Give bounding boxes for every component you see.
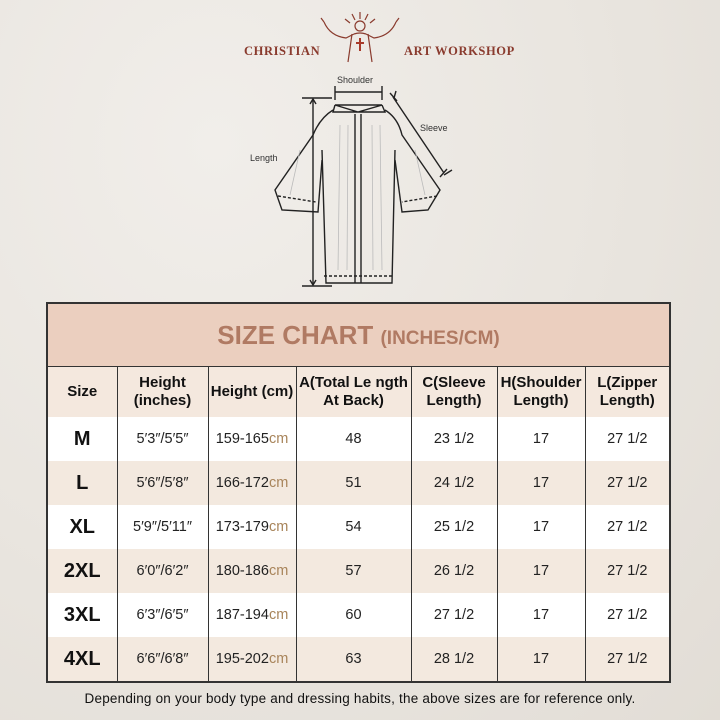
- height-cm-value: 195-202: [215, 651, 269, 667]
- height-inches-cell: 5′9″/5′11″: [116, 505, 208, 549]
- height-inches-cell: 6′0″/6′2″: [116, 549, 208, 593]
- height-cm-cell: 159-165cm: [207, 417, 296, 461]
- header-cell: Height (cm): [207, 366, 296, 417]
- height-cm-cell: 180-186cm: [207, 549, 296, 593]
- zipper-length-cell: 27 1/2: [584, 637, 671, 682]
- units-text: (INCHES/CM): [380, 327, 500, 349]
- reference-note: Depending on your body type and dressing…: [84, 691, 636, 706]
- height-cm-value: 173-179: [215, 519, 269, 535]
- length-label: Length: [250, 153, 278, 163]
- total-length-cell: 63: [295, 637, 411, 682]
- zipper-length-cell: 27 1/2: [584, 417, 671, 461]
- total-length-cell: 57: [295, 549, 411, 593]
- height-cm-value: 159-165: [215, 431, 269, 447]
- cm-unit: cm: [268, 431, 289, 447]
- table-row: 2XL 6′0″/6′2″ 180-186cm 57 26 1/2 17 27 …: [46, 549, 671, 593]
- height-cm-cell: 166-172cm: [207, 461, 296, 505]
- height-cm-value: 180-186: [215, 563, 269, 579]
- shoulder-length-cell: 17: [496, 549, 585, 593]
- size-cell: 4XL: [46, 637, 117, 682]
- table-row: 4XL 6′6″/6′8″ 195-202cm 63 28 1/2 17 27 …: [46, 637, 671, 682]
- cm-unit: cm: [268, 651, 289, 667]
- size-cell: XL: [46, 505, 117, 549]
- size-cell: 3XL: [46, 593, 117, 637]
- zipper-length-cell: 27 1/2: [584, 461, 671, 505]
- size-cell: M: [46, 417, 117, 461]
- shoulder-length-cell: 17: [496, 461, 585, 505]
- header-cell: Size: [46, 366, 117, 417]
- shoulder-length-cell: 17: [496, 417, 585, 461]
- size-chart-title: SIZE CHART (INCHES/CM): [46, 303, 671, 367]
- height-inches-cell: 6′3″/6′5″: [116, 593, 208, 637]
- total-length-cell: 51: [295, 461, 411, 505]
- cm-unit: cm: [268, 563, 289, 579]
- robe-diagram: [274, 86, 453, 287]
- header-cell: L(Zipper Length): [584, 366, 671, 417]
- shoulder-length-cell: 17: [496, 637, 585, 682]
- cm-unit: cm: [268, 607, 289, 623]
- total-length-cell: 54: [295, 505, 411, 549]
- shoulder-length-cell: 17: [496, 505, 585, 549]
- sleeve-length-cell: 26 1/2: [410, 549, 497, 593]
- sleeve-length-cell: 23 1/2: [410, 417, 497, 461]
- brand-name-left: CHRISTIAN: [244, 44, 321, 58]
- zipper-length-cell: 27 1/2: [584, 549, 671, 593]
- jesus-logo-icon: [320, 12, 400, 63]
- size-cell: 2XL: [46, 549, 117, 593]
- title-text: SIZE CHART: [217, 319, 374, 350]
- sleeve-length-cell: 24 1/2: [410, 461, 497, 505]
- sleeve-length-cell: 25 1/2: [410, 505, 497, 549]
- header-cell: A(Total Le ngth At Back): [295, 366, 411, 417]
- brand-name-right: ART WORKSHOP: [404, 44, 515, 58]
- size-chart-table: SIZE CHART (INCHES/CM) Size Height (inch…: [46, 302, 672, 683]
- sleeve-label: Sleeve: [420, 123, 448, 133]
- cm-unit: cm: [268, 519, 289, 535]
- sleeve-length-cell: 28 1/2: [410, 637, 497, 682]
- total-length-cell: 48: [295, 417, 411, 461]
- table-row: L 5′6″/5′8″ 166-172cm 51 24 1/2 17 27 1/…: [46, 461, 671, 505]
- header-row: Size Height (inches) Height (cm) A(Total…: [46, 366, 671, 417]
- header-cell: H(Shoulder Length): [496, 366, 585, 417]
- table-row: XL 5′9″/5′11″ 173-179cm 54 25 1/2 17 27 …: [46, 505, 671, 549]
- total-length-cell: 60: [295, 593, 411, 637]
- height-cm-cell: 195-202cm: [207, 637, 296, 682]
- zipper-length-cell: 27 1/2: [584, 505, 671, 549]
- height-inches-cell: 6′6″/6′8″: [116, 637, 208, 682]
- shoulder-label: Shoulder: [337, 75, 374, 85]
- table-row: M 5′3″/5′5″ 159-165cm 48 23 1/2 17 27 1/…: [46, 417, 671, 461]
- shoulder-length-cell: 17: [496, 593, 585, 637]
- height-cm-value: 166-172: [215, 475, 269, 491]
- height-inches-cell: 5′6″/5′8″: [116, 461, 208, 505]
- header-cell: C(Sleeve Length): [410, 366, 497, 417]
- height-cm-cell: 173-179cm: [207, 505, 296, 549]
- table-row: 3XL 6′3″/6′5″ 187-194cm 60 27 1/2 17 27 …: [46, 593, 671, 637]
- size-cell: L: [46, 461, 117, 505]
- header-cell: Height (inches): [116, 366, 208, 417]
- sleeve-length-cell: 27 1/2: [410, 593, 497, 637]
- height-cm-cell: 187-194cm: [207, 593, 296, 637]
- height-cm-value: 187-194: [215, 607, 269, 623]
- height-inches-cell: 5′3″/5′5″: [116, 417, 208, 461]
- cm-unit: cm: [268, 475, 289, 491]
- zipper-length-cell: 27 1/2: [584, 593, 671, 637]
